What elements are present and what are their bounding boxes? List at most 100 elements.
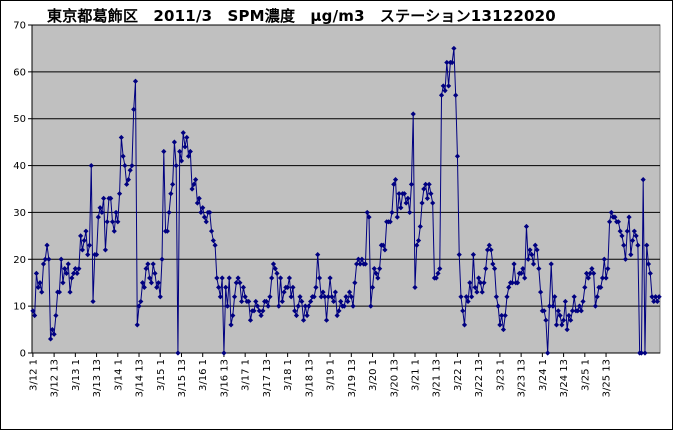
data-point <box>224 303 231 309</box>
data-point <box>198 209 204 216</box>
data-point <box>226 275 232 281</box>
x-tick-label: 3/12 1 <box>28 359 39 391</box>
data-point <box>159 256 165 262</box>
data-point <box>185 153 192 159</box>
data-point <box>392 177 399 183</box>
data-point <box>288 294 294 300</box>
x-tick-label: 3/24 13 <box>559 359 570 397</box>
data-point <box>308 298 314 305</box>
data-point <box>644 242 650 248</box>
data-point <box>626 214 632 220</box>
data-point <box>591 270 597 276</box>
data-point <box>139 280 146 286</box>
data-point <box>136 303 142 309</box>
data-point <box>258 312 264 319</box>
data-point <box>537 289 544 295</box>
data-point <box>201 214 208 220</box>
data-point <box>583 270 590 276</box>
data-point <box>166 209 172 216</box>
data-point <box>647 270 653 276</box>
data-point <box>599 275 606 281</box>
data-point <box>555 308 561 314</box>
data-point <box>552 294 558 300</box>
data-point <box>566 312 572 319</box>
data-point <box>341 303 347 309</box>
data-point <box>327 275 333 281</box>
x-tick-label: 3/24 1 <box>538 359 549 391</box>
data-point <box>67 289 73 295</box>
data-point <box>237 280 243 286</box>
data-point <box>408 181 415 187</box>
data-point <box>239 298 245 305</box>
data-point <box>208 228 215 234</box>
data-point <box>633 233 639 239</box>
data-point <box>175 350 181 356</box>
data-point <box>233 280 239 286</box>
x-tick-label: 3/18 1 <box>283 359 294 391</box>
data-point <box>454 153 461 159</box>
data-point <box>88 162 94 169</box>
data-point <box>442 88 448 94</box>
data-point <box>362 261 369 267</box>
data-point <box>99 209 105 216</box>
data-point <box>131 106 137 112</box>
data-point <box>297 294 303 300</box>
data-point <box>246 298 252 305</box>
data-point <box>76 266 82 272</box>
data-point <box>69 275 75 281</box>
data-point <box>345 298 351 305</box>
data-point <box>138 298 144 305</box>
data-point <box>247 317 254 323</box>
data-point <box>592 303 599 309</box>
data-point <box>152 270 158 276</box>
data-point <box>104 219 110 225</box>
x-tick-label: 3/23 13 <box>517 359 528 397</box>
x-tick-label: 3/18 13 <box>304 359 315 397</box>
data-point <box>642 350 648 356</box>
data-point <box>304 312 310 319</box>
data-point <box>640 177 646 183</box>
data-point <box>260 308 266 314</box>
data-point <box>373 270 379 276</box>
x-tick-label: 3/13 1 <box>71 359 82 391</box>
data-point <box>546 303 553 309</box>
x-tick-label: 3/19 1 <box>326 359 337 391</box>
data-point <box>615 219 622 225</box>
data-point <box>81 237 87 244</box>
data-point <box>484 247 491 253</box>
data-point <box>46 256 52 262</box>
data-point <box>541 308 547 314</box>
data-point <box>343 294 349 300</box>
data-point <box>207 209 213 216</box>
data-point <box>470 252 476 258</box>
data-point <box>571 294 577 300</box>
x-tick-label: 3/15 13 <box>177 359 188 397</box>
data-point <box>477 280 484 286</box>
data-point <box>216 284 222 290</box>
data-point <box>191 181 197 187</box>
data-point <box>651 298 657 305</box>
data-point <box>460 308 466 314</box>
data-point <box>359 256 365 262</box>
data-point <box>391 181 397 187</box>
data-point <box>173 162 179 169</box>
x-tick-label: 3/14 13 <box>135 359 146 397</box>
data-point <box>223 284 229 290</box>
data-point <box>203 219 209 225</box>
data-point <box>70 270 77 276</box>
y-tick-label: 30 <box>13 208 26 219</box>
data-point <box>242 294 248 300</box>
x-tick-label: 3/23 1 <box>495 359 506 391</box>
data-point <box>193 177 199 183</box>
data-point <box>430 200 436 206</box>
data-point <box>601 256 607 262</box>
x-tick-label: 3/13 13 <box>92 359 103 397</box>
x-tick-label: 3/16 13 <box>219 359 230 397</box>
data-point <box>311 294 317 300</box>
data-point <box>645 261 652 267</box>
x-tick-label: 3/25 13 <box>602 359 613 397</box>
data-point <box>578 308 584 314</box>
data-point <box>624 228 630 234</box>
data-point <box>472 284 478 290</box>
data-point <box>407 209 413 216</box>
